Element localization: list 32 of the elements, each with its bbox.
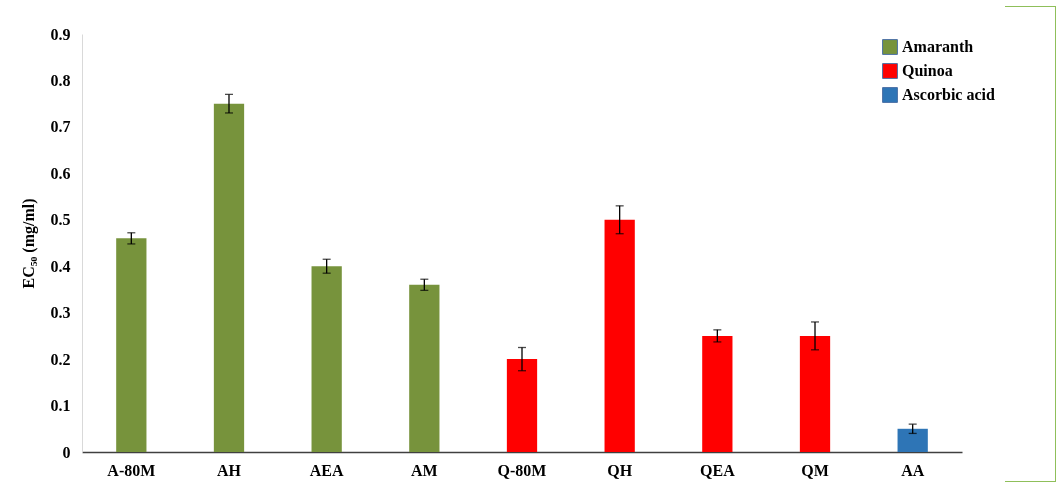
y-tick-label: 0.7: [50, 118, 71, 136]
legend-label: Amaranth: [902, 38, 974, 55]
bar: [799, 335, 831, 452]
x-tick-label: QM: [801, 461, 829, 479]
x-tick-label: Q-80M: [497, 461, 547, 479]
x-tick-label: AM: [411, 461, 438, 479]
y-tick-label: 0.8: [50, 71, 71, 89]
bar: [897, 428, 928, 452]
y-tick-label: 0: [62, 443, 71, 461]
y-tick-label: 0.5: [50, 211, 71, 229]
x-tick-label: QH: [607, 461, 633, 479]
bar: [409, 284, 440, 452]
y-tick-label: 0.4: [50, 257, 71, 275]
bar: [702, 335, 733, 452]
legend-label: Quinoa: [902, 62, 953, 79]
bar: [604, 219, 635, 452]
y-tick-label: 0.3: [50, 304, 71, 322]
x-tick-label: QEA: [700, 461, 736, 479]
bar: [506, 359, 538, 452]
legend-label: Ascorbic acid: [902, 86, 995, 103]
x-tick-label: AEA: [309, 461, 344, 479]
x-tick-label: AH: [216, 461, 242, 479]
bar: [116, 238, 147, 452]
x-tick-label: AA: [901, 461, 925, 479]
y-tick-label: 0.1: [50, 397, 71, 415]
y-axis-title: EC₅₀ (mg/ml): [19, 198, 38, 289]
bar: [311, 266, 342, 452]
y-tick-label: 0.2: [50, 350, 71, 368]
bar: [213, 103, 245, 452]
y-tick-label: 0.9: [50, 25, 71, 43]
y-tick-label: 0.6: [50, 164, 71, 182]
x-tick-label: A-80M: [107, 461, 156, 479]
